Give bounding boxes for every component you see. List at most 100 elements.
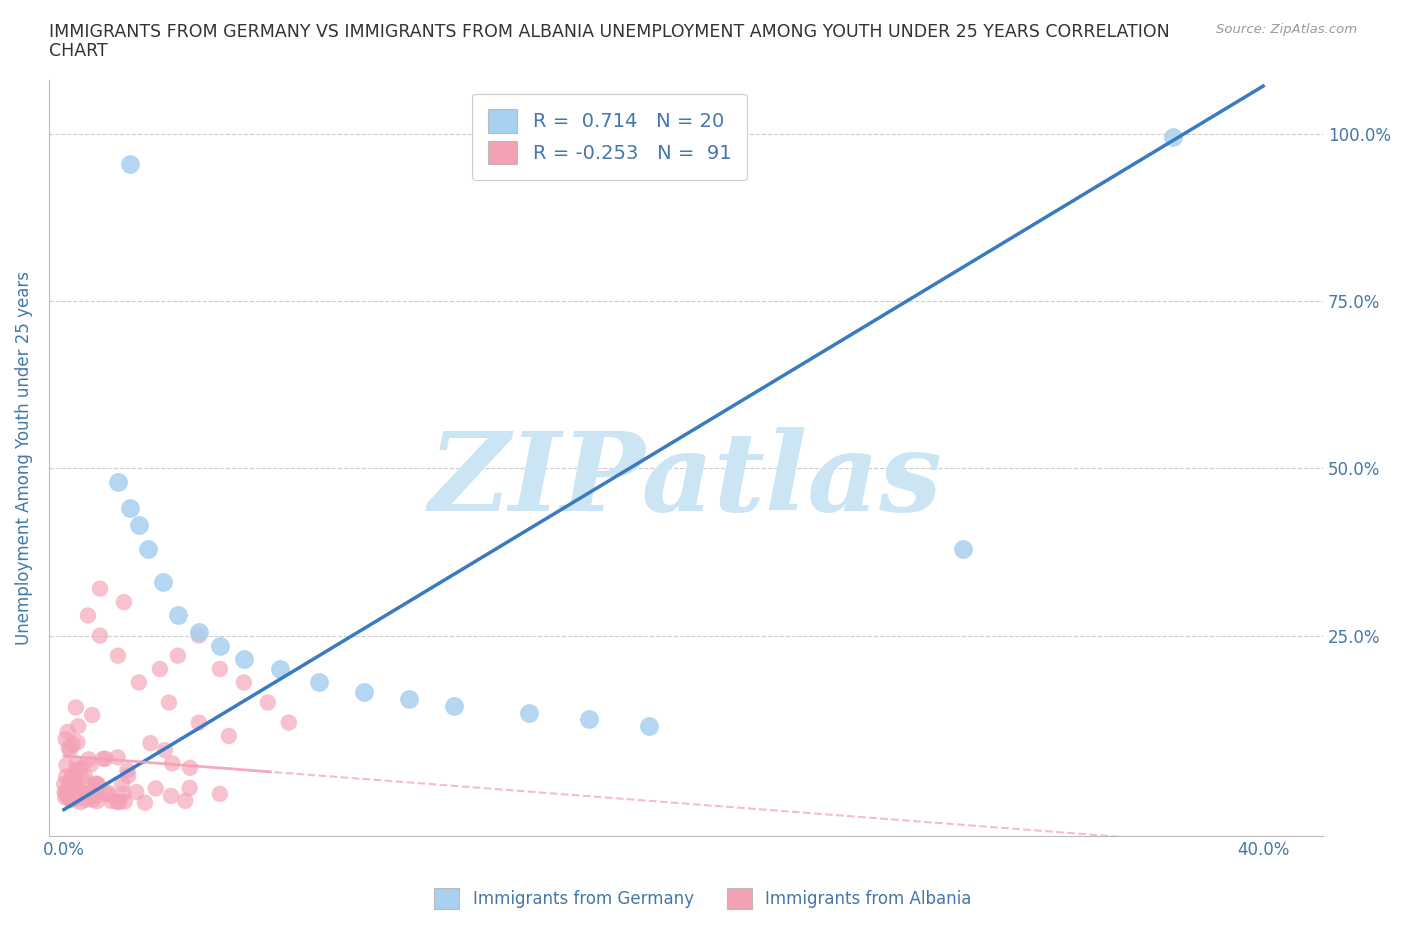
- Point: [517, 705, 540, 720]
- Point: [55, 758, 77, 773]
- Point: [67, 719, 90, 734]
- Point: [117, 763, 139, 777]
- Point: [179, 761, 201, 776]
- Point: [62, 737, 84, 751]
- Point: [80, 757, 103, 772]
- Point: [60, 792, 83, 807]
- Point: [162, 756, 184, 771]
- Point: [56, 724, 79, 739]
- Point: [112, 786, 135, 801]
- Point: [153, 743, 176, 758]
- Point: [187, 715, 209, 730]
- Point: [107, 474, 129, 489]
- Point: [100, 793, 122, 808]
- Point: [97, 787, 120, 802]
- Point: [208, 787, 231, 802]
- Point: [179, 780, 201, 795]
- Point: [443, 698, 465, 713]
- Point: [79, 785, 101, 800]
- Point: [66, 735, 89, 750]
- Point: [637, 719, 659, 734]
- Point: [65, 756, 87, 771]
- Point: [136, 541, 159, 556]
- Point: [59, 742, 82, 757]
- Point: [112, 594, 135, 609]
- Point: [167, 608, 190, 623]
- Point: [208, 661, 231, 676]
- Point: [232, 652, 254, 667]
- Point: [58, 740, 80, 755]
- Point: [69, 783, 91, 798]
- Point: [128, 518, 150, 533]
- Point: [187, 628, 209, 643]
- Point: [77, 608, 100, 623]
- Point: [58, 788, 80, 803]
- Point: [53, 785, 76, 800]
- Point: [55, 769, 77, 784]
- Point: [107, 648, 129, 663]
- Point: [114, 794, 136, 809]
- Point: [117, 768, 139, 783]
- Point: [73, 768, 96, 783]
- Point: [1161, 129, 1184, 144]
- Point: [63, 775, 86, 790]
- Point: [60, 778, 83, 793]
- Point: [256, 695, 278, 710]
- Point: [111, 777, 134, 792]
- Point: [66, 762, 89, 777]
- Point: [77, 751, 100, 766]
- Point: [125, 785, 148, 800]
- Text: Source: ZipAtlas.com: Source: ZipAtlas.com: [1216, 23, 1357, 36]
- Point: [105, 794, 128, 809]
- Point: [60, 789, 83, 804]
- Point: [89, 581, 111, 596]
- Text: CHART: CHART: [49, 42, 108, 60]
- Point: [308, 675, 330, 690]
- Point: [952, 541, 974, 556]
- Point: [152, 575, 174, 590]
- Point: [65, 780, 87, 795]
- Point: [128, 675, 150, 690]
- Point: [353, 685, 375, 700]
- Point: [108, 794, 131, 809]
- Legend: Immigrants from Germany, Immigrants from Albania: Immigrants from Germany, Immigrants from…: [426, 880, 980, 917]
- Point: [97, 786, 120, 801]
- Point: [65, 700, 87, 715]
- Point: [218, 728, 240, 743]
- Point: [56, 789, 79, 804]
- Point: [84, 777, 107, 791]
- Point: [69, 795, 91, 810]
- Point: [70, 761, 93, 776]
- Point: [79, 785, 101, 800]
- Point: [65, 776, 87, 790]
- Point: [149, 661, 172, 676]
- Point: [91, 751, 114, 766]
- Point: [578, 711, 600, 726]
- Point: [82, 792, 104, 807]
- Point: [160, 789, 183, 804]
- Point: [145, 781, 167, 796]
- Point: [86, 793, 108, 808]
- Text: ZIPatlas: ZIPatlas: [429, 427, 943, 535]
- Point: [232, 675, 254, 690]
- Point: [73, 774, 96, 789]
- Point: [139, 736, 162, 751]
- Point: [58, 776, 80, 790]
- Point: [55, 732, 77, 747]
- Point: [55, 786, 77, 801]
- Point: [86, 777, 108, 791]
- Point: [89, 628, 111, 643]
- Point: [60, 770, 83, 785]
- Point: [55, 784, 77, 799]
- Point: [187, 625, 209, 640]
- Point: [107, 750, 129, 764]
- Point: [208, 638, 231, 653]
- Point: [157, 695, 180, 710]
- Point: [60, 792, 83, 807]
- Point: [87, 777, 110, 792]
- Point: [82, 708, 104, 723]
- Legend: R =  0.714   N = 20, R = -0.253   N =  91: R = 0.714 N = 20, R = -0.253 N = 91: [472, 94, 747, 179]
- Point: [53, 790, 76, 804]
- Point: [66, 790, 89, 805]
- Point: [94, 751, 117, 766]
